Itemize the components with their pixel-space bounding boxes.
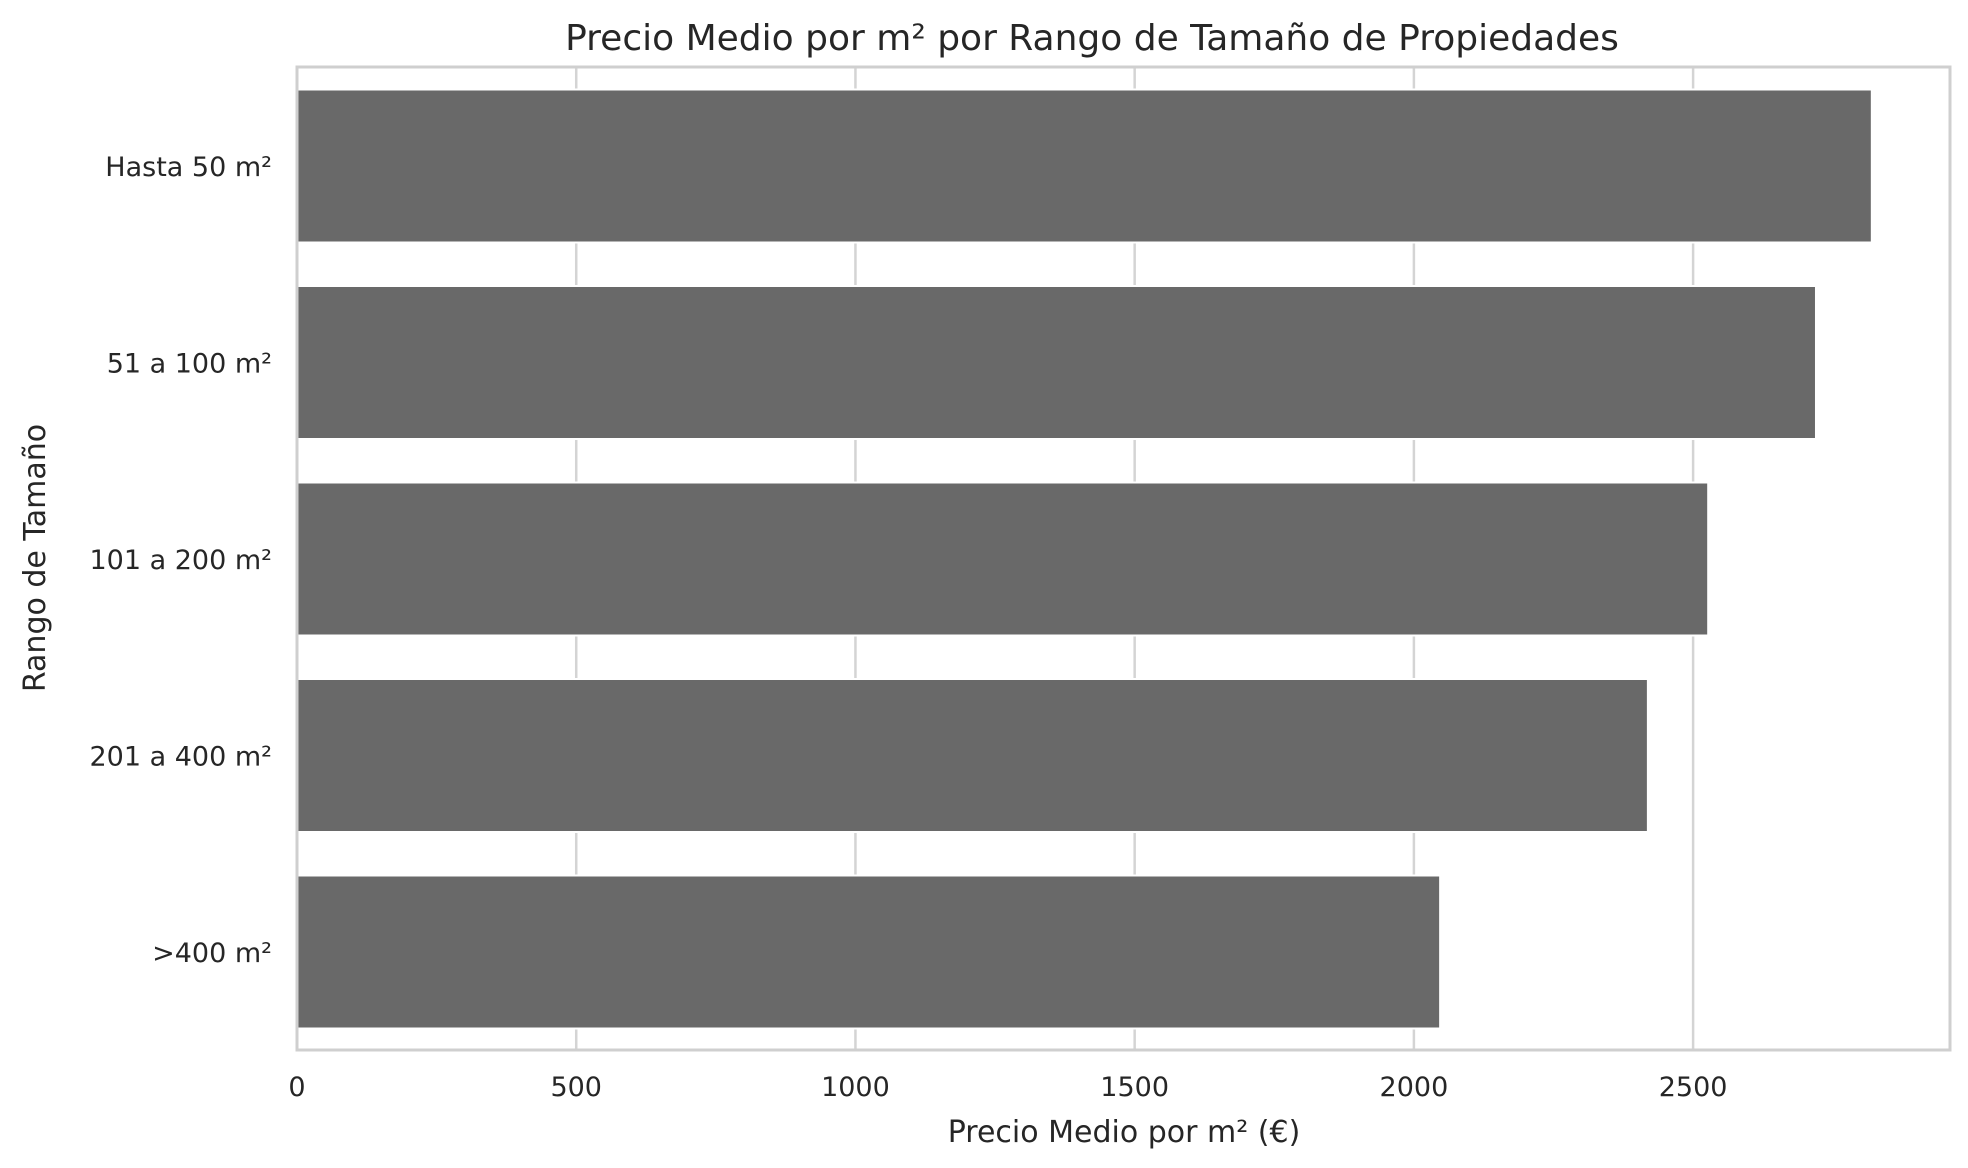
x-tick-label: 2500 — [1659, 1072, 1728, 1103]
bar — [296, 678, 1649, 833]
y-tick-label: 101 a 200 m² — [90, 545, 273, 576]
bar-layer — [296, 88, 1873, 1030]
x-tick-label: 500 — [550, 1072, 602, 1103]
y-tick-label: 51 a 100 m² — [107, 349, 272, 380]
x-tick-label: 1500 — [1100, 1072, 1169, 1103]
x-tick-label: 2000 — [1380, 1072, 1449, 1103]
y-axis-label: Rango de Tamaño — [18, 424, 53, 692]
y-tick-label: >400 m² — [152, 938, 272, 969]
y-tick-labels: Hasta 50 m² 51 a 100 m² 101 a 200 m² 201 a … — [90, 152, 273, 969]
x-tick-label: 1000 — [821, 1072, 890, 1103]
bar — [296, 874, 1442, 1030]
x-axis-label: Precio Medio por m² (€) — [948, 1115, 1301, 1150]
chart-title: Precio Medio por m² por Rango de Tamaño … — [565, 18, 1619, 59]
x-tick-label: 0 — [288, 1072, 305, 1103]
y-tick-label: 201 a 400 m² — [90, 742, 273, 773]
bar — [296, 481, 1710, 637]
bar — [296, 285, 1817, 440]
plot-frame — [295, 65, 1952, 1052]
bar — [296, 88, 1873, 244]
y-tick-label: Hasta 50 m² — [105, 152, 272, 183]
x-tick-labels: 0 500 1000 1500 2000 2500 — [288, 1072, 1727, 1103]
